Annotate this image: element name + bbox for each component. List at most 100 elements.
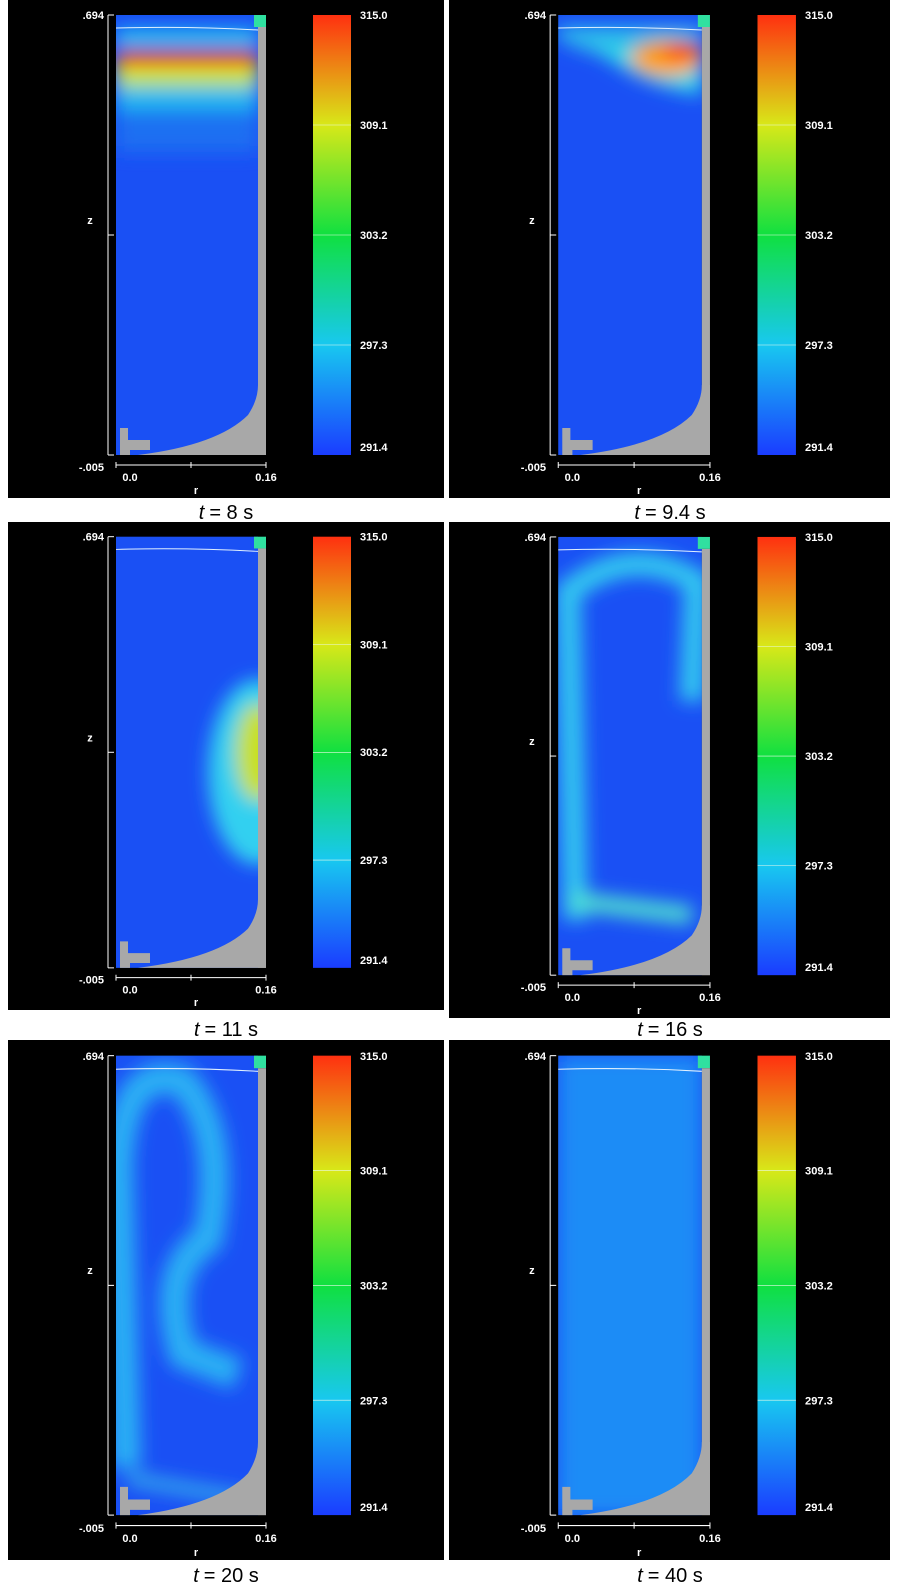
colorbar-label: 315.0 — [360, 1051, 388, 1063]
caption-text: = 8 s — [209, 502, 254, 524]
colorbar-label: 303.2 — [360, 747, 387, 759]
caption-symbol: t — [193, 1019, 200, 1041]
z-max-label: .694 — [524, 532, 547, 544]
vessel-bottom — [558, 1442, 710, 1516]
caption-text: = 9.4 s — [644, 502, 706, 524]
caption-text: = 20 s — [203, 1565, 259, 1587]
field-region — [569, 891, 693, 925]
colorbar-label: 309.1 — [805, 642, 833, 654]
z-min-label: -.005 — [79, 462, 104, 474]
r-axis-label: r — [637, 1547, 642, 1559]
free-surface — [115, 548, 259, 552]
r-tick-label: 0.0 — [565, 472, 580, 484]
inlet — [254, 1055, 266, 1069]
colorbar-label: 291.4 — [360, 955, 387, 967]
colorbar-label: 309.1 — [360, 640, 387, 652]
field-region — [236, 703, 258, 802]
temperature-field — [558, 552, 702, 925]
colorbar-label: 303.2 — [360, 230, 388, 242]
vessel-bottom — [116, 899, 266, 968]
colorbar-label: 297.3 — [360, 855, 387, 867]
z-axis-label: z — [87, 215, 93, 227]
field-region — [116, 86, 258, 110]
z-max-label: .694 — [83, 1051, 105, 1063]
r-axis-label: r — [194, 485, 199, 497]
inlet — [254, 536, 266, 549]
caption: t = 8 s — [76, 502, 376, 525]
contour-panel: .694 -.005 z 0.0 0.16 r 315.0 309.1 303.2 297.3 29… — [449, 0, 890, 498]
temperature-field — [558, 28, 702, 95]
vessel-bottom — [116, 1442, 266, 1516]
r-tick-label: 0.16 — [699, 472, 721, 484]
vessel-fitting — [120, 941, 150, 968]
r-tick-label: 0.0 — [565, 1533, 580, 1545]
r-tick-label: 0.16 — [699, 1533, 721, 1545]
inlet — [697, 15, 710, 27]
free-surface — [558, 1068, 702, 1072]
z-axis-label: z — [87, 733, 93, 745]
colorbar-label: 315.0 — [805, 10, 833, 22]
colorbar-label: 315.0 — [805, 532, 833, 544]
colorbar-label: 315.0 — [360, 532, 387, 544]
colorbar-label: 303.2 — [360, 1280, 388, 1292]
r-tick-label: 0.16 — [255, 1533, 276, 1545]
colorbar-label: 291.4 — [805, 1502, 834, 1514]
contour-panel: .694 -.005 z 0.0 0.16 r 315.0 309.1 303.2 297.3 29… — [8, 522, 444, 1010]
free-surface — [558, 548, 702, 553]
vessel-wall — [701, 1068, 710, 1516]
z-axis-label: z — [87, 1265, 93, 1277]
field-region — [116, 66, 258, 86]
colorbar-label: 291.4 — [805, 962, 834, 974]
field-region — [116, 1062, 244, 1469]
z-min-label: -.005 — [521, 1523, 546, 1535]
vessel-bottom — [558, 905, 710, 976]
field-region — [116, 110, 258, 152]
r-tick-label: 0.0 — [565, 992, 580, 1004]
z-min-label: -.005 — [79, 975, 104, 987]
z-axis-label: z — [529, 1265, 535, 1277]
field-region — [558, 552, 702, 921]
field-region — [116, 52, 258, 66]
caption-symbol: t — [198, 502, 205, 524]
colorbar-label: 297.3 — [805, 1395, 833, 1407]
r-tick-label: 0.0 — [122, 1533, 137, 1545]
vessel-bottom — [558, 385, 710, 455]
colorbar-label: 315.0 — [805, 1051, 833, 1063]
z-min-label: -.005 — [79, 1523, 104, 1535]
r-tick-label: 0.0 — [122, 984, 137, 996]
colorbar-label: 303.2 — [805, 1280, 833, 1292]
colorbar-label: 291.4 — [805, 442, 834, 454]
field-region — [116, 30, 258, 44]
contour-panel: .694 -.005 z 0.0 0.16 r 315.0 309.1 303.2 297.3 29… — [8, 1040, 444, 1560]
inlet — [254, 15, 266, 27]
colorbar-label: 309.1 — [360, 120, 388, 132]
colorbar-label: 309.1 — [805, 1166, 833, 1178]
colorbar-label: 291.4 — [360, 442, 388, 454]
z-max-label: .694 — [524, 1051, 546, 1063]
colorbar-label: 303.2 — [805, 751, 833, 763]
colorbar-label: 309.1 — [360, 1166, 388, 1178]
inlet — [697, 1055, 710, 1069]
r-tick-label: 0.16 — [255, 472, 276, 484]
z-min-label: -.005 — [521, 462, 546, 474]
temperature-field — [558, 1055, 702, 1516]
inlet — [697, 536, 710, 549]
colorbar-label: 309.1 — [805, 120, 833, 132]
z-max-label: .694 — [83, 532, 104, 544]
r-axis-label: r — [194, 1547, 199, 1559]
caption-text: = 40 s — [647, 1565, 703, 1587]
contour-panel: .694 -.005 z 0.0 0.16 r 315.0 309.1 303.2 297.3 29… — [449, 522, 890, 1018]
contour-panel: .694 -.005 z 0.0 0.16 r 315.0 309.1 303.2 297.3 29… — [8, 0, 444, 498]
caption-text: = 16 s — [647, 1019, 703, 1041]
vessel-wall — [258, 548, 266, 968]
caption: t = 11 s — [76, 1019, 376, 1042]
colorbar-label: 297.3 — [360, 1395, 388, 1407]
vessel-fitting — [562, 428, 593, 455]
caption-symbol: t — [637, 1565, 643, 1587]
caption: t = 40 s — [520, 1565, 820, 1588]
field-region — [558, 1055, 702, 1516]
caption: t = 9.4 s — [520, 502, 820, 525]
r-tick-label: 0.16 — [699, 992, 721, 1004]
field-region — [558, 28, 702, 38]
free-surface — [115, 1068, 259, 1072]
